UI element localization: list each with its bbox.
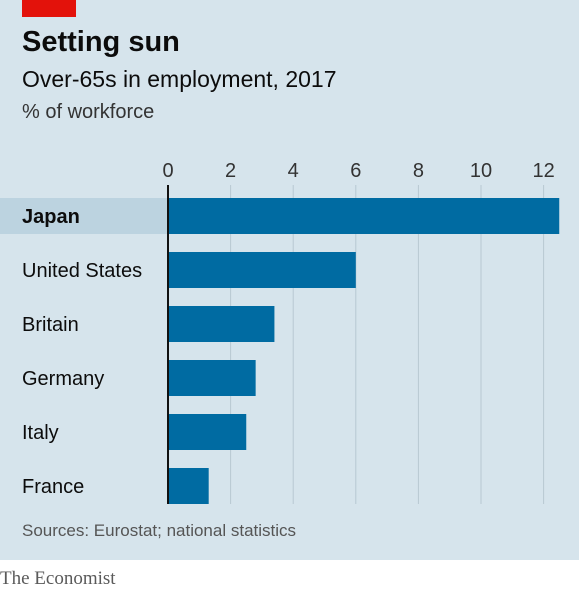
- bar: [168, 468, 209, 504]
- unit-label: % of workforce: [22, 101, 155, 123]
- category-label: Britain: [22, 314, 79, 336]
- bar: [168, 360, 256, 396]
- x-tick-label: 10: [470, 160, 492, 182]
- category-label: France: [22, 476, 84, 498]
- bar: [168, 414, 247, 450]
- x-tick-label: 6: [350, 160, 361, 182]
- brand-wordmark: The Economist: [0, 568, 116, 589]
- brand-red-tag: [22, 0, 76, 17]
- chart-subtitle: Over-65s in employment, 2017: [22, 66, 337, 92]
- chart-title: Setting sun: [22, 26, 180, 58]
- category-label: Germany: [22, 368, 104, 390]
- highlight-band: [0, 198, 168, 234]
- x-tick-label: 0: [162, 160, 173, 182]
- category-label: Italy: [22, 422, 59, 444]
- x-tick-label: 8: [413, 160, 424, 182]
- x-tick-label: 12: [532, 160, 554, 182]
- bar: [168, 198, 560, 234]
- bar-chart: 0 2 4 6 8 10 12 Japan United States Britain German…: [0, 160, 560, 504]
- x-tick-label: 4: [288, 160, 299, 182]
- category-label: Japan: [22, 206, 80, 228]
- bar: [168, 252, 356, 288]
- bar: [168, 306, 275, 342]
- source-note: Sources: Eurostat; national statistics: [22, 521, 297, 540]
- category-label: United States: [22, 260, 142, 282]
- x-tick-label: 2: [225, 160, 236, 182]
